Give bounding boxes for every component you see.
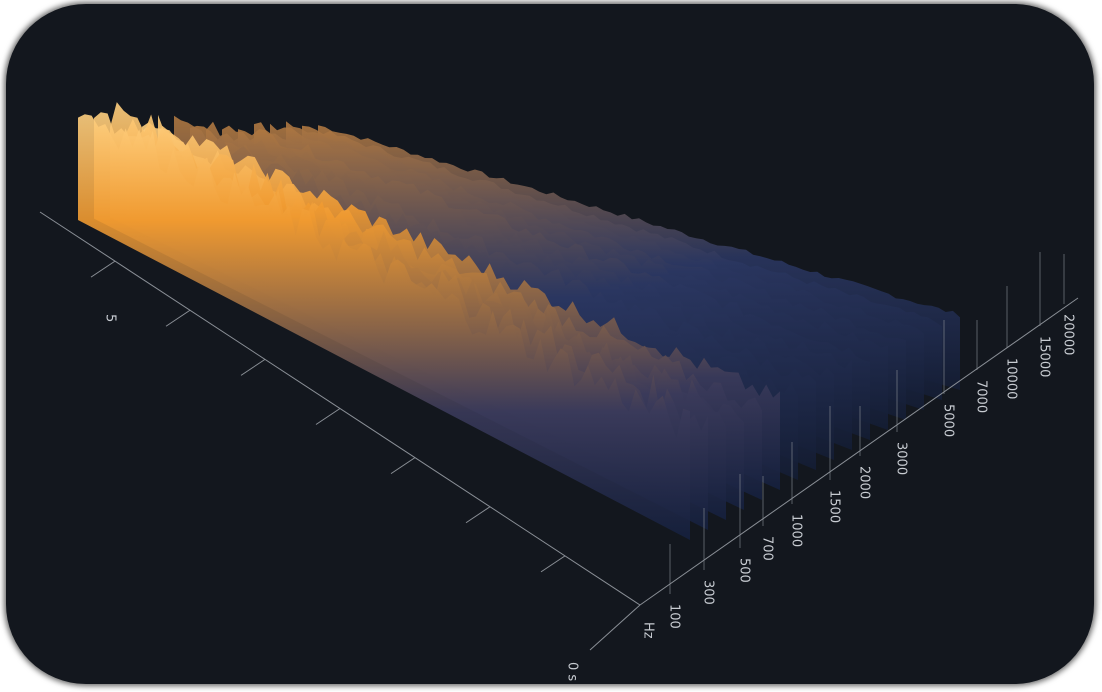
axis-tick [391,458,415,474]
frequency-label: 5000 [941,404,956,437]
time-label: 5 [103,314,118,322]
frequency-label: 2000 [857,466,872,499]
axis-tick [590,605,640,650]
axis-tick [166,310,190,326]
spectrogram: 0 s 5 Hz 100 300 500 700 1000 1500 2000 3000 500… [6,4,1094,684]
frequency-label: 1500 [827,490,842,523]
axis-tick [541,556,565,572]
chart-frame: 0 s 5 Hz 100 300 500 700 1000 1500 2000 3000 500… [6,4,1094,684]
time-label: 0 s [565,662,580,681]
frequency-label: 100 [667,604,682,629]
frequency-label: 10000 [1004,358,1019,399]
frequency-label: 20000 [1061,314,1076,355]
frequency-label: 500 [737,558,752,583]
unit-label: Hz [641,622,656,639]
frequency-label: 7000 [974,380,989,413]
page: 0 s 5 Hz 100 300 500 700 1000 1500 2000 3000 500… [0,0,1102,692]
frequency-label: 15000 [1037,336,1052,377]
axis-tick [466,507,490,523]
frequency-label: 3000 [894,442,909,475]
frequency-label: 300 [701,580,716,605]
frequency-label: 1000 [789,514,804,547]
axis-tick [241,359,265,375]
axis-tick [91,261,115,277]
frequency-label: 700 [760,536,775,561]
surface [78,102,960,540]
axis-tick [316,409,340,425]
